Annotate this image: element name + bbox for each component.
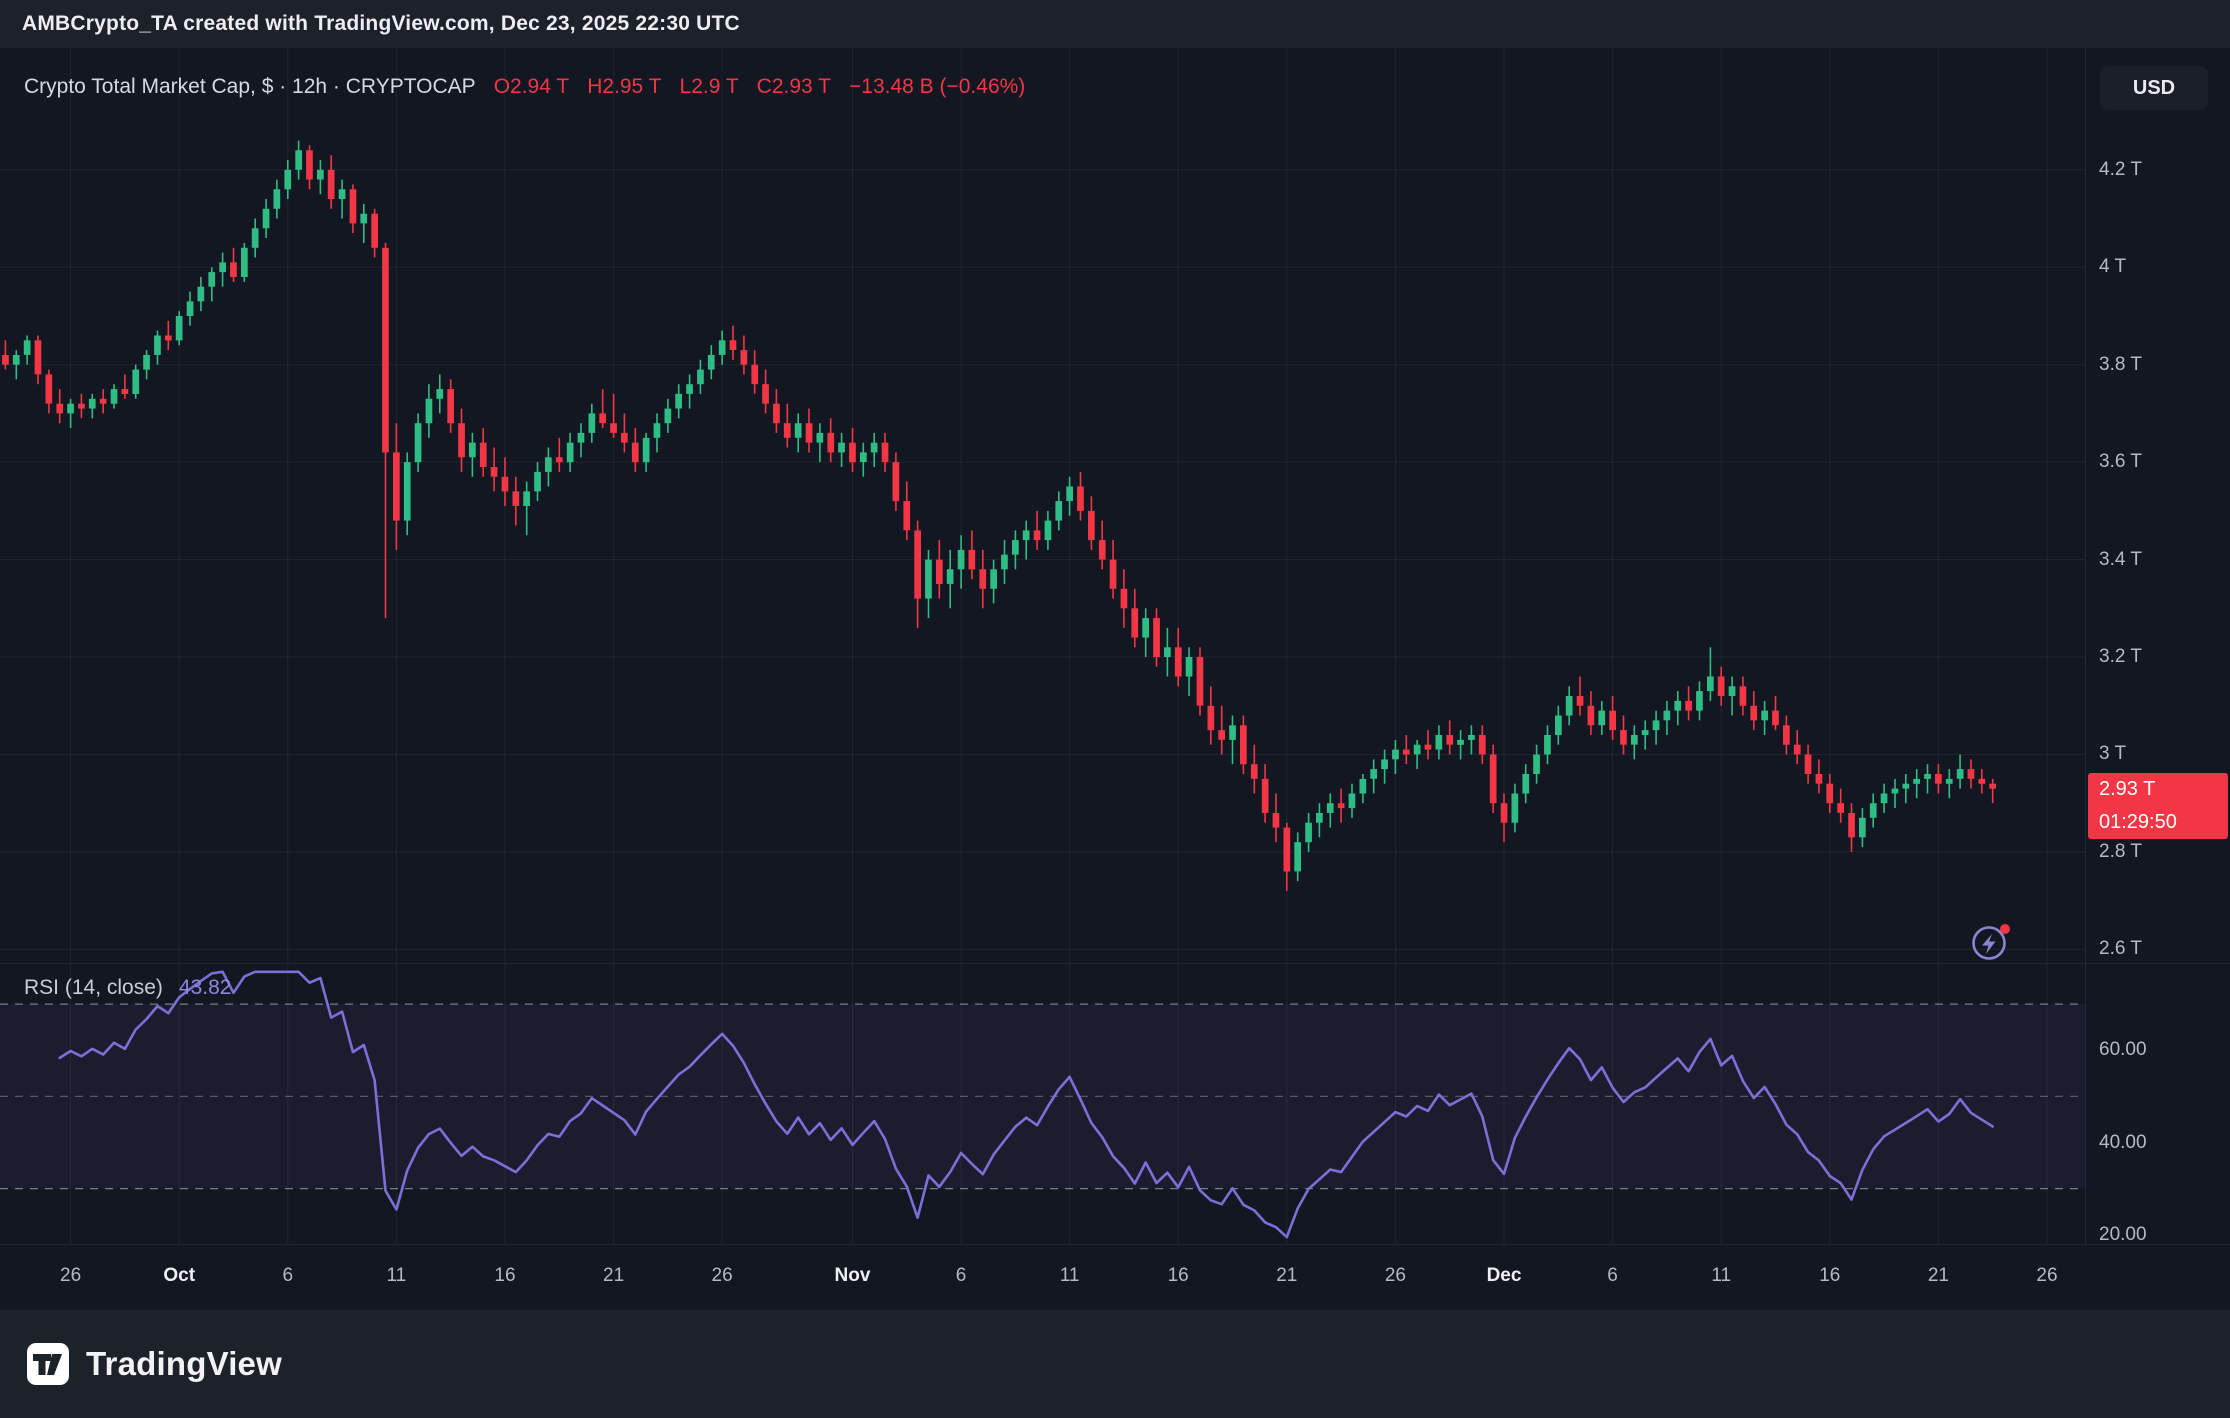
time-axis-label: 16 [494, 1265, 516, 1286]
bar-countdown: 01:29:50 [2099, 810, 2177, 833]
time-axis-month-label: Oct [163, 1265, 196, 1286]
time-axis-label: 21 [1276, 1265, 1298, 1286]
attribution-text: AMBCrypto_TA created with TradingView.co… [22, 12, 740, 35]
rsi-axis-label: 40.00 [2099, 1131, 2147, 1153]
time-axis-label: 26 [1384, 1265, 1406, 1286]
currency-usd-button[interactable]: USD [2100, 66, 2208, 110]
time-axis-label: 21 [603, 1265, 625, 1286]
time-axis-label: 11 [386, 1265, 407, 1286]
last-price-badge: 2.93 T 01:29:50 [2088, 772, 2228, 839]
symbol-title[interactable]: Crypto Total Market Cap, $ · 12h · CRYPT… [24, 75, 476, 98]
price-axis-label: 3.2 T [2099, 646, 2142, 668]
time-axis[interactable]: 26 Oct 6 11 16 21 26 Nov 6 11 16 21 26 Dec 6 11 16 21 26 [0, 1244, 2230, 1310]
price-axis-label: 2.6 T [2099, 938, 2142, 960]
price-axis-label: 3 T [2099, 743, 2127, 765]
price-axis-label: 4 T [2099, 256, 2127, 278]
rsi-axis-label: 60.00 [2099, 1039, 2147, 1061]
rsi-axis-label: 20.00 [2099, 1223, 2147, 1245]
ohlc-low: L2.9 T [679, 75, 739, 98]
time-axis-label: 11 [1059, 1265, 1080, 1286]
chart-area[interactable]: Crypto Total Market Cap, $ · 12h · CRYPT… [0, 48, 2230, 1310]
pane-divider[interactable] [0, 963, 2230, 964]
rsi-label[interactable]: RSI (14, close) [24, 976, 163, 999]
price-axis-label: 2.8 T [2099, 840, 2142, 862]
price-pane-chart[interactable] [0, 48, 2085, 964]
time-axis-label: 21 [1927, 1265, 1949, 1286]
last-price-value: 2.93 T [2099, 777, 2156, 800]
market-status-icon[interactable] [1966, 916, 2016, 966]
time-axis-label: 26 [60, 1265, 82, 1286]
time-axis-label: 16 [1819, 1265, 1841, 1286]
ohlc-close: C2.93 T [756, 75, 831, 98]
time-axis-label: 26 [711, 1265, 733, 1286]
price-axis-label: 3.8 T [2099, 353, 2142, 375]
ohlc-change: −13.48 B (−0.46%) [849, 75, 1026, 98]
rsi-pane-chart[interactable] [0, 964, 2085, 1244]
rsi-value: 43.82 [178, 976, 232, 999]
price-axis-label: 3.6 T [2099, 451, 2142, 473]
tradingview-brand[interactable]: TradingView [86, 1345, 282, 1382]
time-axis-month-label: Dec [1486, 1265, 1522, 1286]
price-axis-label: 4.2 T [2099, 158, 2142, 180]
ohlc-high: H2.95 T [587, 75, 662, 98]
time-axis-label: 11 [1711, 1265, 1732, 1286]
rsi-indicator-legend: RSI (14, close) 43.82 [24, 976, 231, 1000]
time-axis-label: 6 [1607, 1265, 1618, 1286]
price-axis[interactable]: 2.93 T 01:29:50 4.2 T 4 T 3.8 T 3.6 T 3.4 T 3… [2085, 48, 2230, 1245]
price-axis-label: 3.4 T [2099, 548, 2142, 570]
time-axis-label: 6 [955, 1265, 967, 1286]
ohlc-open: O2.94 T [493, 75, 570, 98]
attribution-bar: AMBCrypto_TA created with TradingView.co… [0, 0, 2230, 48]
footer-bar: TradingView [0, 1310, 2230, 1418]
symbol-legend: Crypto Total Market Cap, $ · 12h · CRYPT… [24, 75, 1025, 99]
flash-icon [1972, 924, 2010, 960]
tradingview-logo-icon[interactable] [26, 1342, 70, 1386]
time-axis-label: 26 [2036, 1265, 2058, 1286]
time-axis-month-label: Nov [834, 1265, 871, 1286]
time-axis-label: 6 [282, 1265, 294, 1286]
time-axis-label: 16 [1167, 1265, 1189, 1286]
